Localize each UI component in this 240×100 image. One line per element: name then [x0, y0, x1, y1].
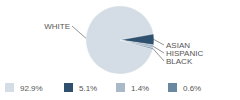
legend-swatch	[116, 83, 125, 92]
pie-slice	[86, 6, 153, 74]
legend-label: 1.4%	[131, 84, 149, 93]
legend-swatch	[64, 83, 73, 92]
category-label: WHITE	[44, 22, 70, 31]
leader-line	[153, 49, 164, 61]
legend: 92.9% 5.1% 1.4% 0.6%	[5, 83, 201, 93]
leader-line	[153, 46, 164, 53]
legend-swatch	[5, 83, 14, 92]
leader-line	[154, 40, 164, 45]
leader-line	[72, 26, 86, 38]
category-label: BLACK	[166, 57, 193, 66]
legend-label: 0.6%	[183, 84, 201, 93]
legend-label: 92.9%	[20, 84, 43, 93]
pie-slice	[120, 40, 153, 49]
legend-label: 5.1%	[79, 84, 97, 93]
legend-swatch	[168, 83, 177, 92]
pie	[86, 6, 154, 74]
chart: WHITEASIANHISPANICBLACK92.9%5.1%1.4%0.6%	[0, 0, 240, 100]
